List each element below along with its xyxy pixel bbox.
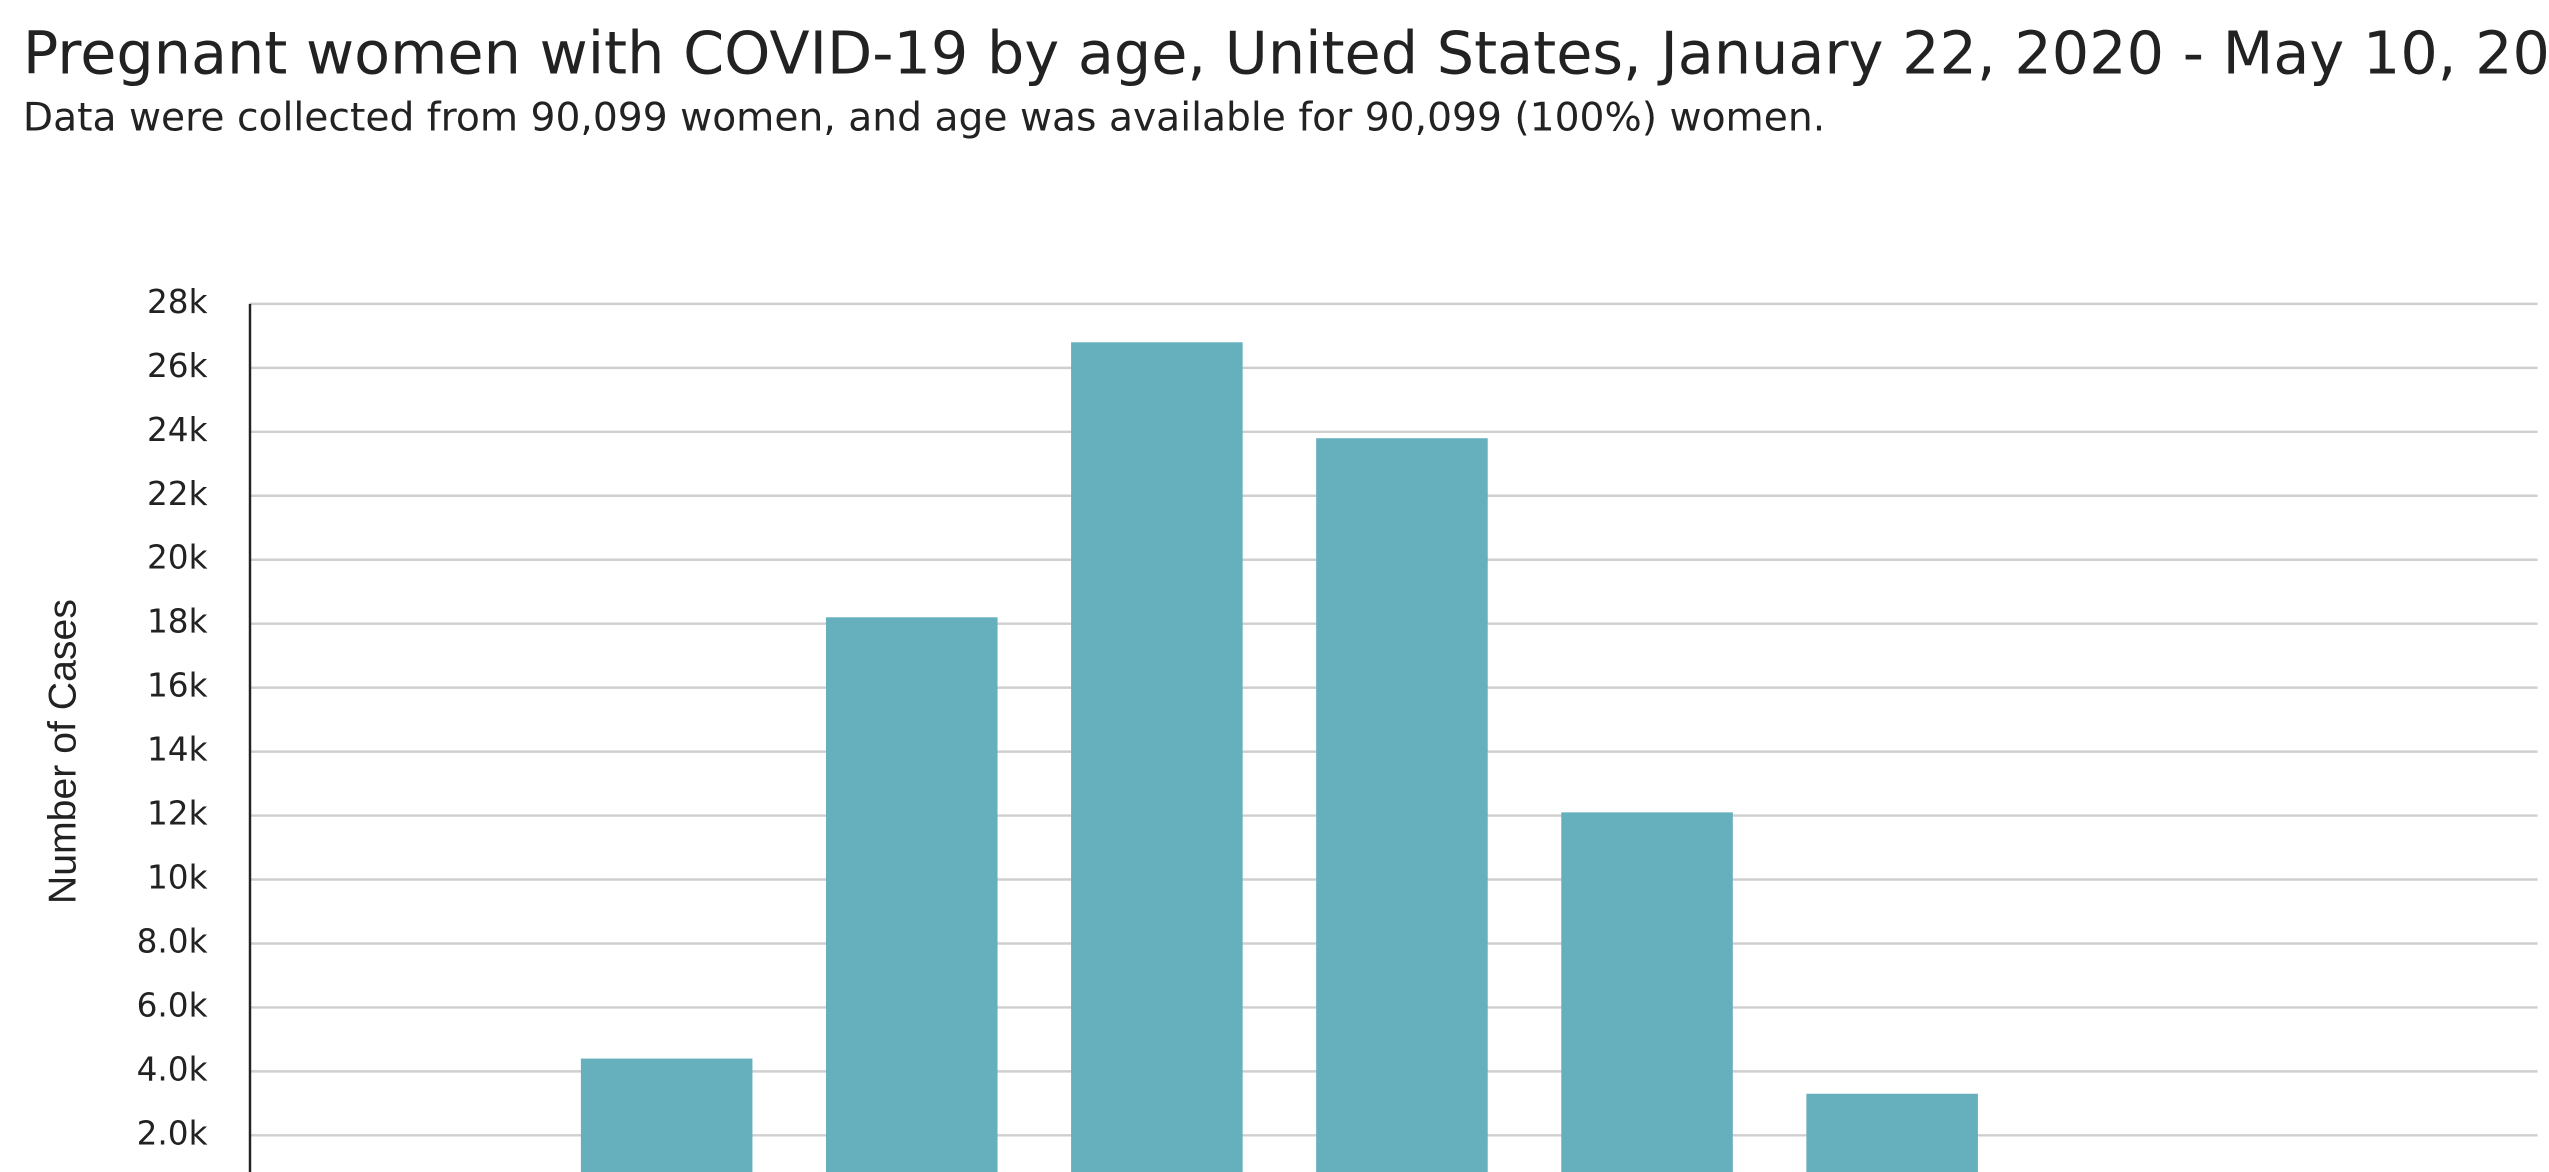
y-tick-label: 6.0k xyxy=(137,986,208,1024)
y-tick-label: 20k xyxy=(147,539,208,577)
y-tick-label: 16k xyxy=(147,667,208,705)
y-tick-label: 12k xyxy=(147,795,208,833)
bar xyxy=(580,1058,753,1172)
y-tick-label: 2.0k xyxy=(137,1114,208,1152)
y-tick-label: 18k xyxy=(147,603,208,641)
y-tick-label: 10k xyxy=(147,859,208,897)
bar xyxy=(1561,812,1733,1172)
y-tick-label: 24k xyxy=(147,411,208,449)
y-tick-label: 8.0k xyxy=(137,922,208,960)
bar xyxy=(1071,342,1243,1172)
y-tick-label: 14k xyxy=(147,731,208,769)
chart-title: Pregnant women with COVID-19 by age, Uni… xyxy=(23,19,2549,88)
y-axis-label: Number of Cases xyxy=(42,599,85,904)
y-tick-label: 26k xyxy=(147,347,208,385)
y-tick-label: 28k xyxy=(147,283,208,321)
chart-subtitle: Data were collected from 90,099 women, a… xyxy=(23,96,1825,141)
bar xyxy=(825,617,998,1172)
y-tick-label: 4.0k xyxy=(137,1050,208,1088)
y-tick-label: 22k xyxy=(147,475,208,513)
bar xyxy=(1316,438,1488,1172)
bar xyxy=(1806,1093,1978,1172)
